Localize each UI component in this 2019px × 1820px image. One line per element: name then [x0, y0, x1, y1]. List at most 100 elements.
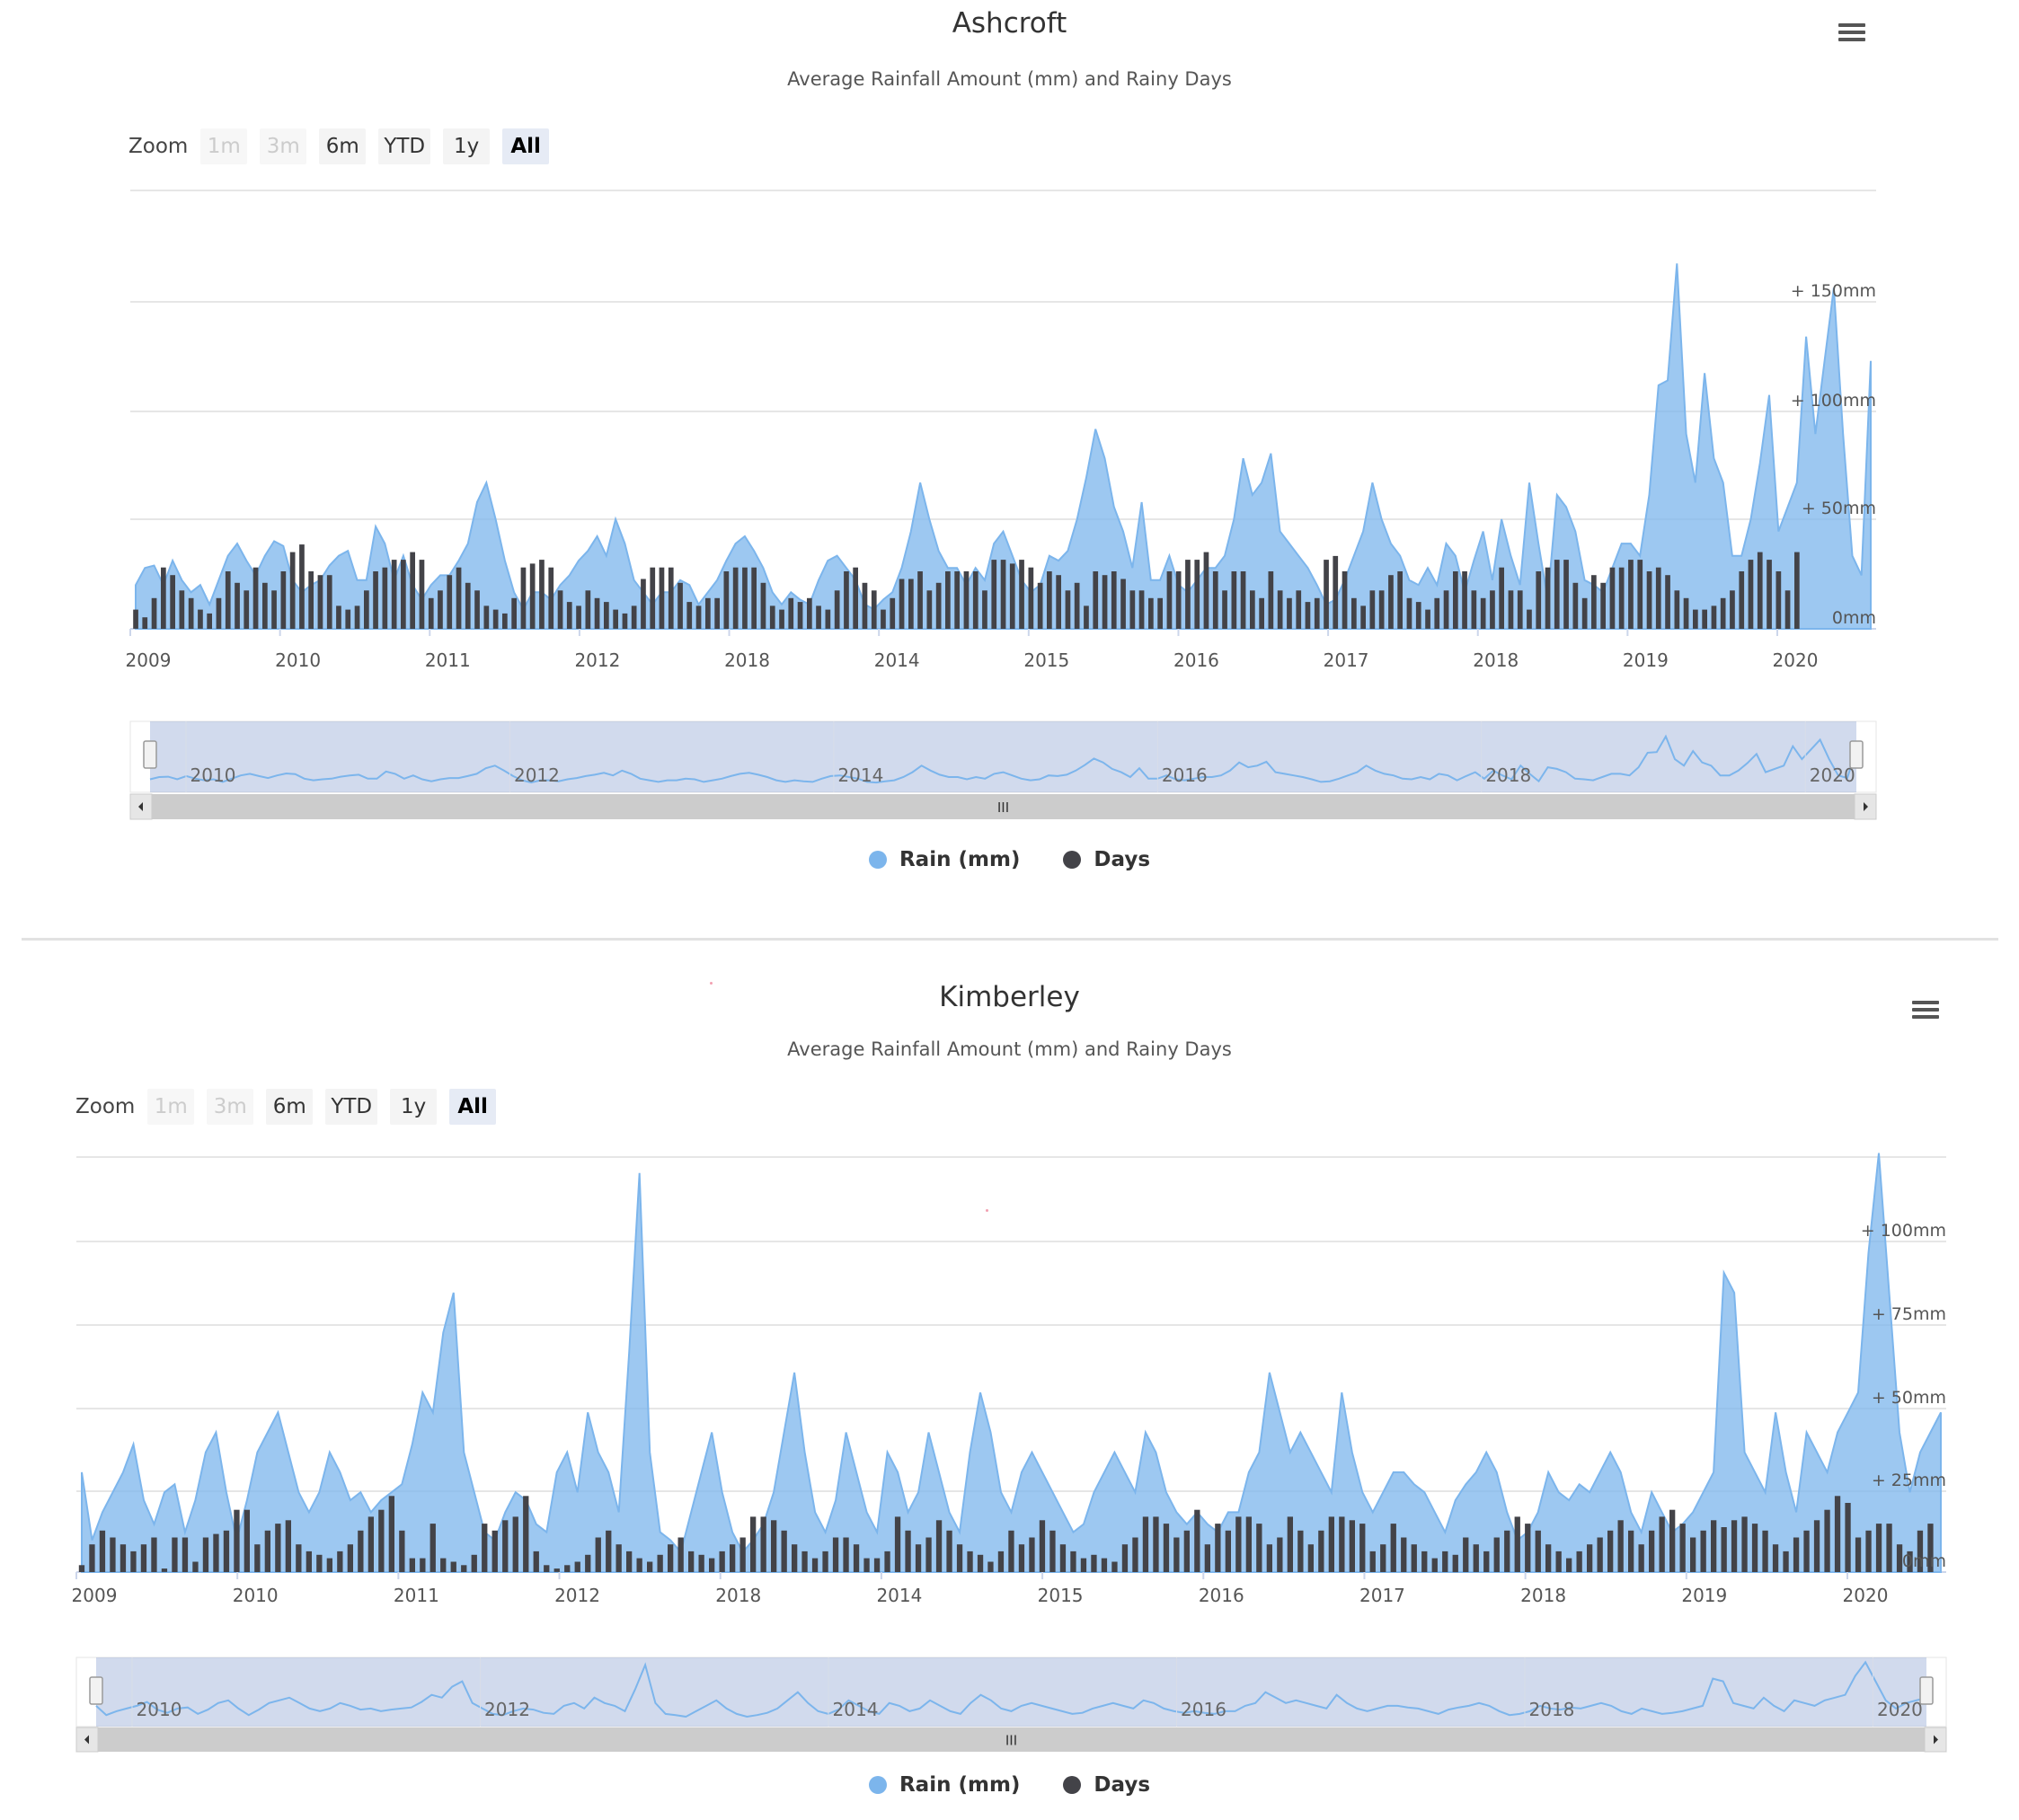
days-column: [1019, 560, 1024, 629]
days-column: [1287, 1516, 1293, 1572]
navigator-tick-label: 2020: [1810, 764, 1855, 786]
zoom-1y-button[interactable]: 1y: [443, 128, 491, 164]
x-axis-tick-label: 2009: [72, 1585, 118, 1606]
days-column: [544, 1565, 550, 1572]
zoom-1m-button[interactable]: 1m: [147, 1089, 195, 1125]
days-column: [1637, 560, 1643, 629]
zoom-1y-button[interactable]: 1y: [390, 1089, 438, 1125]
days-column: [483, 605, 490, 629]
zoom-6m-button[interactable]: 6m: [319, 128, 367, 164]
scroll-left-arrow-icon: [84, 1735, 89, 1745]
days-column: [1324, 560, 1329, 629]
days-column: [1525, 1524, 1531, 1572]
y-axis-tick-label: + 100mm: [1791, 391, 1876, 411]
days-column: [862, 582, 868, 629]
scroll-right-arrow-icon: [1934, 1735, 1938, 1745]
days-column: [235, 582, 240, 629]
days-column: [1296, 590, 1302, 629]
zoom-6m-button[interactable]: 6m: [266, 1089, 314, 1125]
days-column: [347, 1544, 353, 1572]
days-column: [881, 609, 886, 629]
days-column: [631, 605, 637, 629]
days-column: [1480, 597, 1486, 629]
days-column: [945, 571, 951, 629]
days-column: [1517, 590, 1523, 629]
days-column: [1527, 609, 1532, 629]
days-column: [373, 571, 378, 629]
navigator-tick-label: 2014: [837, 764, 883, 786]
days-column: [750, 1516, 757, 1572]
x-axis-tick-label: 2010: [275, 649, 321, 671]
chart-subtitle: Average Rainfall Amount (mm) and Rainy D…: [787, 68, 1232, 90]
days-column: [982, 590, 987, 629]
x-axis-tick-label: 2010: [233, 1585, 279, 1606]
zoom-all-button[interactable]: All: [449, 1089, 497, 1125]
days-column: [915, 1544, 922, 1572]
days-column: [1093, 571, 1099, 629]
days-column: [1185, 560, 1191, 629]
days-column: [316, 1554, 323, 1573]
days-column: [1711, 1520, 1717, 1572]
days-column: [1638, 1544, 1644, 1572]
navigator-tick-label: 2012: [484, 1699, 530, 1720]
legend-label: Rain (mm): [899, 848, 1021, 871]
days-column: [626, 1551, 633, 1572]
days-column: [1649, 1530, 1655, 1572]
days-column: [1563, 560, 1569, 629]
zoom-all-button[interactable]: All: [502, 128, 550, 164]
zoom-3m-button[interactable]: 3m: [207, 1089, 254, 1125]
chart-panel-kimberley: Kimberley Average Rainfall Amount (mm) a…: [0, 943, 2019, 1820]
days-column: [271, 590, 277, 629]
days-column: [1535, 1530, 1541, 1572]
x-axis-tick-label: 2014: [874, 649, 920, 671]
days-column: [1240, 571, 1246, 629]
days-column: [1443, 590, 1449, 629]
days-column: [1380, 1544, 1386, 1572]
legend-item-days[interactable]: Days: [1063, 848, 1150, 871]
hamburger-menu-icon[interactable]: [1838, 20, 1865, 44]
days-column: [1378, 590, 1385, 629]
y-axis-tick-label: + 25mm: [1872, 1471, 1946, 1490]
days-column: [1555, 1551, 1562, 1572]
days-column: [1342, 571, 1348, 629]
days-column: [1499, 567, 1504, 629]
zoom-ytd-button[interactable]: YTD: [325, 1089, 378, 1125]
legend-item-rain[interactable]: Rain (mm): [868, 848, 1021, 871]
days-column: [1824, 1509, 1830, 1572]
hamburger-menu-icon[interactable]: [1912, 997, 1939, 1021]
zoom-3m-button[interactable]: 3m: [260, 128, 307, 164]
navigator-right-handle: [1919, 1676, 1934, 1705]
days-column: [161, 1568, 168, 1572]
days-column: [345, 609, 351, 629]
days-column: [1333, 555, 1339, 629]
days-column: [391, 560, 397, 629]
scrollbar-thumb: [98, 1727, 1925, 1752]
days-column: [863, 1558, 870, 1572]
days-column: [1655, 567, 1661, 629]
days-column: [595, 1537, 601, 1572]
chart-title: Ashcroft: [952, 7, 1067, 40]
legend-label: Rain (mm): [899, 1773, 1021, 1797]
days-column: [1514, 1516, 1520, 1572]
navigator-series-line: [95, 1660, 1927, 1718]
days-column: [742, 567, 748, 629]
days-column: [1204, 1544, 1210, 1572]
days-column: [1173, 1537, 1180, 1572]
navigator-tick-label: 2012: [514, 764, 560, 786]
days-column: [1148, 597, 1154, 629]
zoom-ytd-button[interactable]: YTD: [378, 128, 431, 164]
x-axis-tick-label: 2012: [574, 649, 620, 671]
days-column: [894, 1516, 901, 1572]
legend-item-rain[interactable]: Rain (mm): [868, 1773, 1021, 1797]
days-column: [769, 605, 775, 629]
zoom-label: Zoom: [128, 135, 189, 158]
chart-plot: + 150mm + 100mm + 50mm 0mm 2009 2010 2011 2012 2…: [126, 190, 1877, 820]
days-column: [739, 1537, 746, 1572]
days-column: [967, 1551, 973, 1572]
days-column: [1572, 582, 1579, 629]
zoom-1m-button[interactable]: 1m: [200, 128, 248, 164]
y-axis-tick-label: 0mm: [1832, 608, 1876, 628]
legend-item-days[interactable]: Days: [1063, 1773, 1150, 1797]
days-column: [1721, 1527, 1727, 1572]
days-column: [1554, 560, 1560, 629]
